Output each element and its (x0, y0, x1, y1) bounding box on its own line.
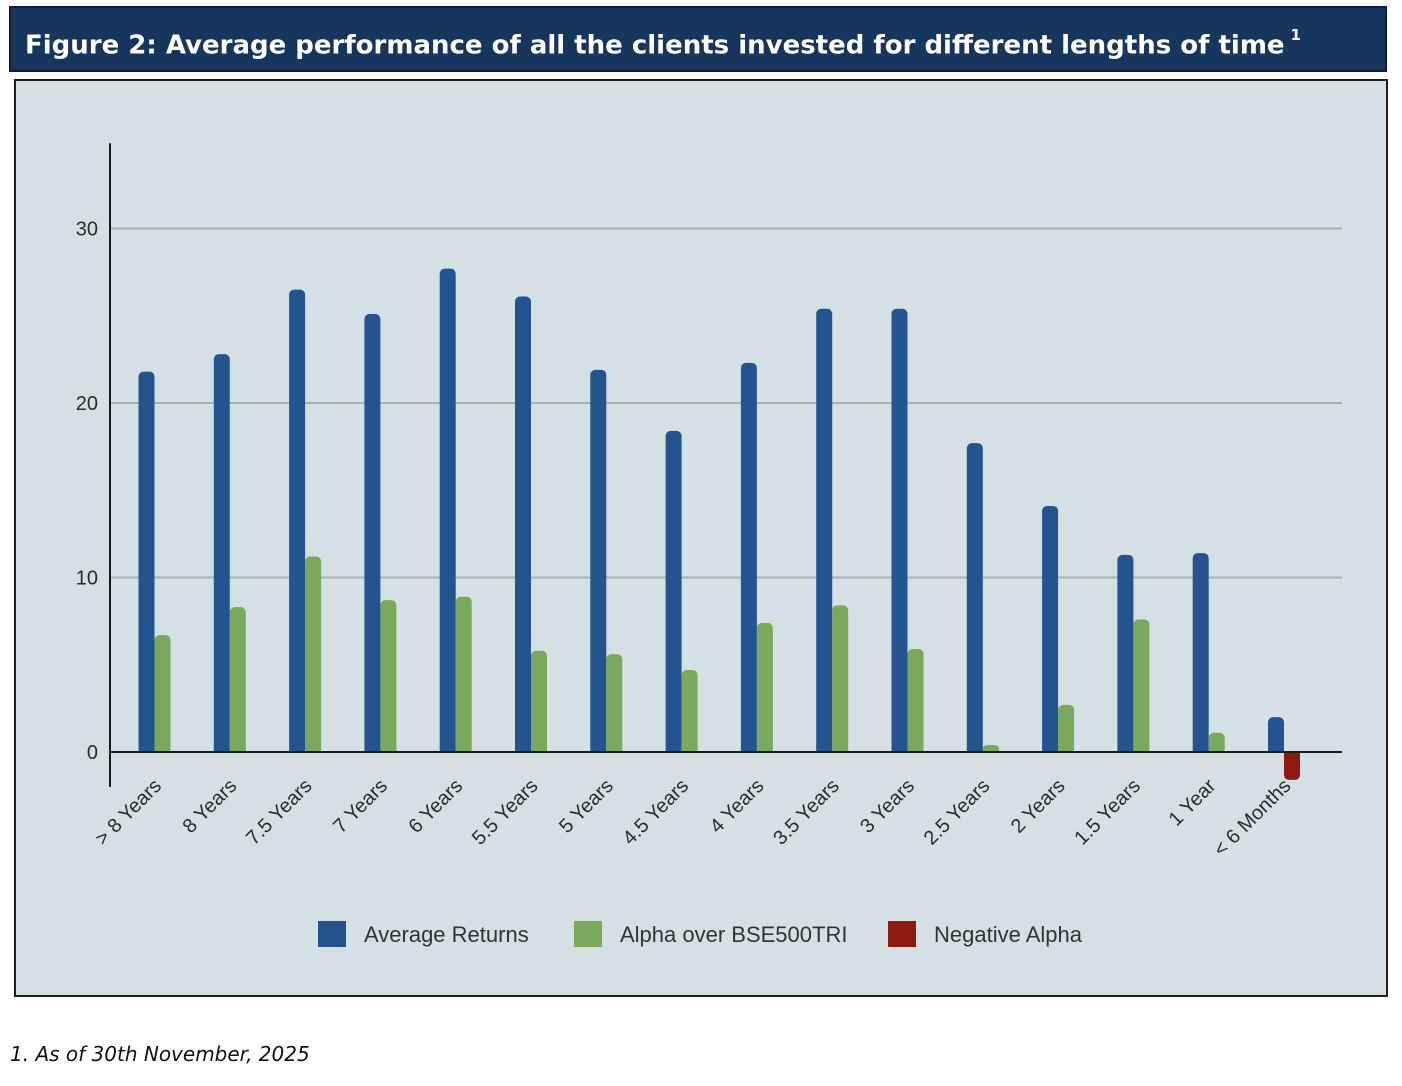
y-tick-label: 30 (76, 219, 98, 241)
bar-base (740, 747, 757, 752)
bar-alpha (229, 607, 246, 752)
bar-base (1058, 747, 1075, 752)
bar-alpha (606, 654, 623, 752)
bar-base (515, 747, 531, 752)
bar-base (305, 747, 322, 752)
bar-average-returns (590, 369, 607, 752)
x-tick-label: 7.5 Years (242, 775, 317, 850)
bar-base (681, 747, 698, 752)
legend-label: Alpha over BSE500TRI (620, 922, 847, 947)
bar-average-returns (364, 314, 381, 752)
bar-average-returns (289, 289, 306, 752)
bar-base (1117, 747, 1134, 752)
bar-alpha (380, 600, 397, 752)
bar-base (213, 747, 230, 752)
x-tick-label: 3.5 Years (769, 775, 844, 850)
figure-title: Figure 2: Average performance of all the… (25, 30, 1285, 61)
x-tick-label: 4.5 Years (619, 775, 694, 850)
bar-base (364, 747, 381, 752)
y-tick-label: 20 (76, 393, 98, 415)
bar-base (1133, 747, 1150, 752)
title-footnote-marker: 1 (1290, 26, 1301, 44)
bar-average-returns (966, 443, 983, 752)
bar-base (606, 747, 623, 752)
bar-negative-alpha (1284, 752, 1300, 780)
bar-base (832, 747, 849, 752)
bar-alpha (531, 650, 547, 752)
bar-base (756, 747, 773, 752)
x-tick-label: 2.5 Years (920, 775, 995, 850)
bar-average-returns (891, 308, 908, 752)
bar-alpha (1058, 704, 1075, 752)
bar-base (154, 747, 171, 752)
x-tick-label: < 6 Months (1210, 775, 1296, 861)
bar-base (289, 747, 306, 752)
bar-alpha (1133, 619, 1150, 752)
bar-alpha (154, 635, 171, 752)
bar-base (665, 747, 682, 752)
bar-average-returns (515, 296, 531, 752)
bar-base (439, 747, 456, 752)
bar-base (1042, 747, 1059, 752)
x-tick-label: > 8 Years (91, 775, 166, 850)
legend-label: Average Returns (364, 922, 529, 947)
chart-frame: 0 10 20 30 > 8 Years 8 Years 7.5 Years 7 Years 6… (14, 79, 1388, 997)
y-tick-label: 10 (76, 568, 98, 590)
legend-swatch (574, 921, 602, 947)
bar-base (380, 747, 397, 752)
footnote: 1. As of 30th November, 2025 (10, 1042, 310, 1066)
bar-chart: 0 10 20 30 > 8 Years 8 Years 7.5 Years 7 Years 6… (76, 143, 1342, 947)
bar-base (1208, 747, 1225, 752)
bar-base (982, 747, 999, 752)
bar-alpha (681, 669, 698, 752)
bar-base (531, 747, 547, 752)
bar-base (590, 747, 607, 752)
bar-average-returns (1042, 505, 1059, 752)
bar-average-returns (1192, 553, 1209, 752)
bar-alpha (832, 605, 849, 752)
x-tick-label: 7 Years (329, 775, 392, 838)
bar-average-returns (138, 371, 155, 752)
bar-base (229, 747, 246, 752)
bar-average-returns (740, 362, 757, 752)
bar-base (138, 747, 155, 752)
bar-base (1284, 752, 1300, 757)
figure-title-bar: Figure 2: Average performance of all the… (9, 6, 1387, 72)
bar-alpha (907, 649, 924, 752)
bar-base (455, 747, 472, 752)
x-tick-label: 5 Years (555, 775, 618, 838)
bar-average-returns (665, 430, 682, 752)
bar-alpha (305, 556, 322, 752)
bar-average-returns (1268, 717, 1284, 752)
bar-base (1268, 747, 1284, 752)
x-tick-label: 3 Years (856, 775, 919, 838)
bar-average-returns (816, 308, 833, 752)
bar-base (816, 747, 833, 752)
bar-base (966, 747, 983, 752)
x-tick-label: 4 Years (706, 775, 769, 838)
x-tick-label: 6 Years (404, 775, 467, 838)
y-tick-label: 0 (87, 742, 98, 764)
bar-average-returns (213, 354, 230, 752)
legend-swatch (318, 921, 346, 947)
bar-average-returns (1117, 554, 1134, 752)
x-tick-label: 1.5 Years (1070, 775, 1145, 850)
x-tick-label: 5.5 Years (468, 775, 543, 850)
bar-base (907, 747, 924, 752)
bar-alpha (756, 622, 773, 752)
bar-base (891, 747, 908, 752)
bar-average-returns (439, 268, 456, 752)
bar-alpha (455, 596, 472, 752)
bar-base (1192, 747, 1209, 752)
x-tick-label: 2 Years (1007, 775, 1070, 838)
x-tick-label: 8 Years (179, 775, 242, 838)
legend-swatch (888, 921, 916, 947)
legend-label: Negative Alpha (934, 922, 1083, 947)
x-tick-label: 1 Year (1165, 775, 1221, 831)
